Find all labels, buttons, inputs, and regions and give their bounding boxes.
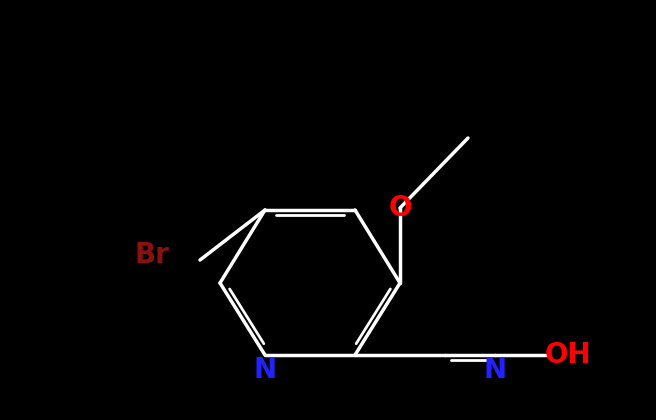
Text: O: O [388,194,412,222]
Text: Br: Br [134,241,169,269]
Text: OH: OH [544,341,591,369]
Text: N: N [253,356,277,384]
Text: N: N [483,356,506,384]
